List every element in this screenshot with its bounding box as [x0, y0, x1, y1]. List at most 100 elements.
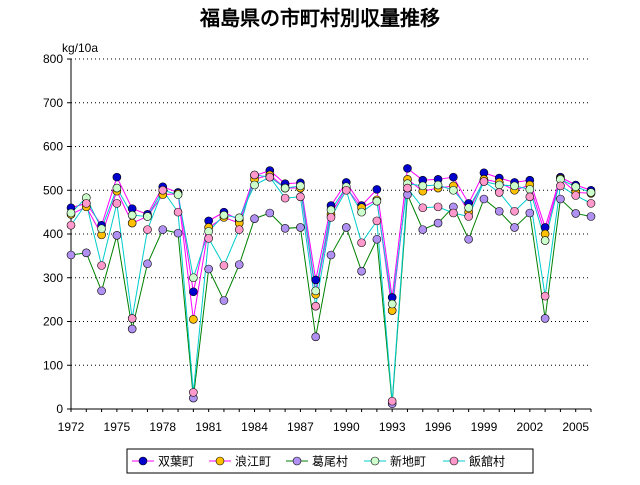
- data-point-s4-1980: [189, 273, 198, 283]
- legend-label-3: 葛尾村: [312, 455, 348, 469]
- data-point-s3-1996: [433, 218, 443, 228]
- x-tick-label-1999: 1999: [471, 420, 498, 434]
- data-point-s5-1977: [143, 225, 152, 234]
- gridlines: [71, 58, 591, 366]
- data-point-s5-1994: [403, 183, 412, 193]
- data-point-s4-2001: [510, 181, 519, 191]
- data-point-s4-1987: [296, 181, 305, 191]
- data-point-s1-1975: [112, 172, 122, 182]
- legend-label-4: 新地町: [390, 454, 426, 469]
- data-point-s5-2006: [586, 199, 596, 208]
- data-point-s2-1980: [189, 315, 198, 324]
- legend-marker-4: [370, 456, 380, 466]
- data-point-s5-1973: [81, 199, 91, 208]
- data-point-s5-1982: [219, 261, 229, 270]
- data-point-s4-1984: [250, 180, 259, 190]
- legend-label-5: 飯舘村: [469, 454, 505, 469]
- data-point-s1-1992: [372, 185, 382, 194]
- data-point-s4-1996: [433, 180, 443, 190]
- x-tick-label-1975: 1975: [104, 420, 131, 434]
- data-point-s4-1986: [280, 183, 290, 193]
- data-point-s5-1980: [189, 388, 198, 397]
- data-point-s5-1990: [341, 185, 351, 195]
- data-point-s5-1999: [479, 177, 489, 186]
- data-point-s4-1977: [143, 212, 152, 221]
- legend: 双葉町 浪江町 葛尾村 新地町 飯舘村: [126, 448, 534, 474]
- data-point-s3-1975: [112, 231, 122, 240]
- data-point-s4-2002: [525, 185, 535, 194]
- data-point-s5-1989: [326, 213, 336, 222]
- x-tick-label-1996: 1996: [425, 420, 452, 434]
- data-point-s3-1985: [265, 208, 275, 218]
- data-point-s4-1989: [326, 205, 336, 215]
- data-point-s5-1972: [66, 220, 76, 230]
- series-line-2: [70, 174, 592, 320]
- data-point-s4-2006: [586, 188, 596, 197]
- data-point-s3-2002: [525, 208, 535, 218]
- x-tick-label-1972: 1972: [58, 420, 85, 434]
- data-point-s5-1995: [418, 203, 428, 213]
- data-point-s3-2000: [494, 206, 504, 216]
- x-tick-label-1981: 1981: [195, 420, 222, 434]
- data-point-s5-1985: [265, 172, 275, 182]
- data-point-s5-1979: [173, 207, 183, 217]
- legend-marker-3: [292, 456, 302, 466]
- data-point-s3-2001: [510, 223, 519, 232]
- data-point-s5-1993: [387, 396, 397, 406]
- y-tick-label-600: 600: [43, 140, 63, 154]
- data-point-s5-1998: [464, 212, 473, 221]
- data-point-s5-1983: [234, 225, 244, 234]
- data-point-s3-1973: [81, 248, 91, 258]
- data-point-s4-1997: [449, 185, 458, 195]
- data-point-s3-1986: [280, 224, 290, 233]
- data-point-s3-1992: [372, 234, 382, 244]
- data-point-s1-1997: [449, 172, 458, 182]
- x-tick-label-1984: 1984: [241, 420, 268, 434]
- data-point-s5-1984: [250, 170, 259, 180]
- data-point-s3-1990: [341, 223, 351, 232]
- x-tick-label-2005: 2005: [562, 420, 589, 434]
- data-point-s1-1988: [311, 275, 321, 285]
- x-tick-label-1990: 1990: [333, 420, 360, 434]
- data-point-s4-1972: [66, 208, 76, 218]
- data-point-s4-1982: [219, 210, 229, 220]
- chart-title: 福島県の市町村別収量推移: [199, 6, 440, 30]
- data-point-s4-1979: [173, 190, 183, 199]
- data-point-s4-1993: [387, 299, 397, 309]
- data-point-s3-1999: [479, 194, 489, 204]
- data-point-s3-1988: [311, 332, 321, 342]
- data-point-s5-2000: [494, 188, 504, 197]
- data-point-s4-1991: [357, 207, 366, 217]
- series-group: [66, 164, 596, 409]
- data-point-s3-2004: [556, 194, 565, 204]
- legend-marker-5: [449, 456, 459, 466]
- data-point-s3-2003: [540, 314, 550, 323]
- data-point-s3-1989: [326, 250, 336, 260]
- legend-box: [126, 448, 534, 474]
- y-tick-label-400: 400: [43, 227, 63, 241]
- y-axis-unit-label: kg/10a: [62, 41, 98, 55]
- data-point-s5-1986: [280, 193, 290, 203]
- y-tick-label-0: 0: [56, 402, 63, 416]
- data-point-s5-1975: [112, 199, 122, 208]
- data-point-s3-2005: [571, 209, 581, 218]
- data-point-s1-1980: [189, 287, 198, 297]
- data-point-s5-1978: [158, 185, 168, 195]
- data-point-s4-1998: [464, 203, 473, 213]
- data-point-s3-1982: [219, 296, 229, 305]
- data-point-s4-1983: [234, 213, 244, 223]
- data-point-s3-1978: [158, 225, 168, 234]
- data-point-s4-2003: [540, 236, 550, 245]
- data-point-s2-1976: [127, 218, 137, 228]
- data-point-s4-2005: [571, 182, 581, 192]
- data-point-s5-1997: [449, 208, 458, 218]
- data-point-s5-1996: [433, 202, 443, 212]
- y-tick-label-700: 700: [43, 96, 63, 110]
- data-point-s4-2000: [494, 180, 504, 190]
- data-point-s3-1981: [204, 264, 213, 274]
- y-tick-label-800: 800: [43, 52, 63, 66]
- x-tick-label-1993: 1993: [379, 420, 406, 434]
- data-point-s5-1992: [372, 216, 382, 226]
- data-point-s5-2001: [510, 206, 519, 216]
